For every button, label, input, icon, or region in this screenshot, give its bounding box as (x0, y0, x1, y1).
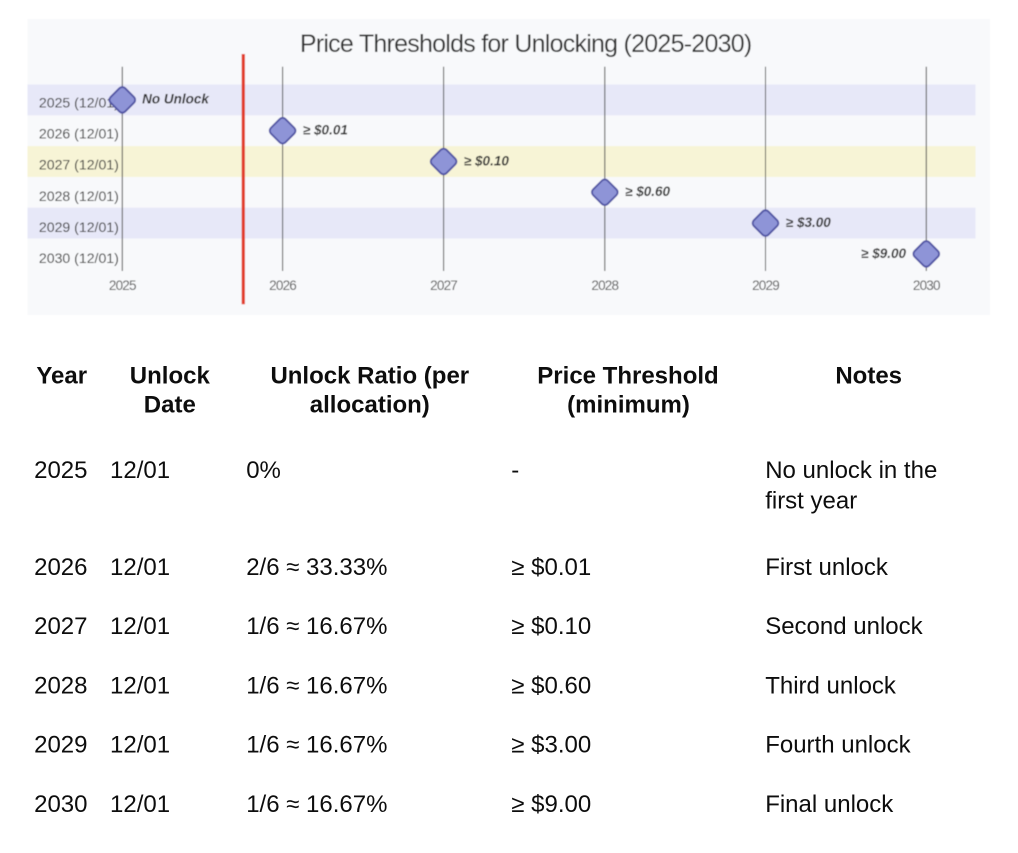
svg-text:≥ $0.10: ≥ $0.10 (464, 154, 509, 169)
svg-text:0%: 0% (246, 457, 281, 484)
svg-text:≥ $9.00: ≥ $9.00 (861, 246, 906, 261)
svg-text:2028 (12/01): 2028 (12/01) (39, 188, 119, 204)
svg-text:≥ $0.10: ≥ $0.10 (511, 613, 591, 640)
svg-text:2026: 2026 (269, 278, 296, 293)
svg-text:2027: 2027 (34, 613, 87, 640)
svg-text:12/01: 12/01 (110, 791, 170, 818)
svg-text:2026 (12/01): 2026 (12/01) (39, 126, 119, 142)
svg-text:Second unlock: Second unlock (765, 613, 923, 640)
svg-text:2027 (12/01): 2027 (12/01) (39, 157, 119, 173)
svg-text:2030 (12/01): 2030 (12/01) (39, 250, 119, 266)
svg-text:2026: 2026 (34, 554, 87, 581)
svg-text:1/6 ≈ 16.67%: 1/6 ≈ 16.67% (246, 672, 387, 699)
svg-text:12/01: 12/01 (110, 554, 170, 581)
svg-text:Notes: Notes (835, 362, 902, 389)
svg-text:≥ $9.00: ≥ $9.00 (511, 791, 591, 818)
svg-text:1/6 ≈ 16.67%: 1/6 ≈ 16.67% (246, 613, 387, 640)
svg-text:2029: 2029 (34, 732, 87, 759)
svg-text:(minimum): (minimum) (567, 392, 690, 419)
svg-text:≥ $3.00: ≥ $3.00 (786, 215, 831, 230)
svg-text:12/01: 12/01 (110, 672, 170, 699)
svg-text:2/6 ≈ 33.33%: 2/6 ≈ 33.33% (246, 554, 387, 581)
svg-text:12/01: 12/01 (110, 457, 170, 484)
svg-text:≥ $0.01: ≥ $0.01 (511, 554, 591, 581)
svg-text:≥ $0.01: ≥ $0.01 (303, 123, 348, 138)
svg-text:≥ $3.00: ≥ $3.00 (511, 732, 591, 759)
svg-text:Price Threshold: Price Threshold (537, 362, 718, 389)
svg-text:allocation): allocation) (310, 392, 430, 419)
svg-text:2029: 2029 (752, 278, 779, 293)
svg-text:2030: 2030 (34, 791, 87, 818)
svg-text:first year: first year (765, 488, 857, 515)
svg-text:Year: Year (36, 362, 87, 389)
svg-text:2025 (12/01): 2025 (12/01) (39, 94, 119, 110)
svg-text:≥ $0.60: ≥ $0.60 (511, 672, 591, 699)
svg-text:1/6 ≈ 16.67%: 1/6 ≈ 16.67% (246, 791, 387, 818)
svg-text:1/6 ≈ 16.67%: 1/6 ≈ 16.67% (246, 732, 387, 759)
svg-text:-: - (511, 457, 519, 484)
svg-text:Third unlock: Third unlock (765, 672, 897, 699)
svg-text:2029 (12/01): 2029 (12/01) (39, 219, 119, 235)
svg-text:12/01: 12/01 (110, 613, 170, 640)
svg-text:12/01: 12/01 (110, 732, 170, 759)
svg-text:2028: 2028 (34, 672, 87, 699)
svg-text:Fourth unlock: Fourth unlock (765, 732, 911, 759)
svg-text:First unlock: First unlock (765, 554, 889, 581)
svg-text:Final unlock: Final unlock (765, 791, 894, 818)
svg-text:Unlock: Unlock (130, 362, 211, 389)
svg-text:Date: Date (144, 392, 196, 419)
svg-text:2025: 2025 (34, 457, 87, 484)
svg-text:Unlock Ratio (per: Unlock Ratio (per (270, 362, 469, 389)
svg-text:≥ $0.60: ≥ $0.60 (625, 184, 670, 199)
svg-text:No Unlock: No Unlock (142, 92, 210, 107)
svg-text:2025: 2025 (109, 278, 136, 293)
svg-text:No unlock in the: No unlock in the (765, 457, 937, 484)
svg-text:2028: 2028 (591, 278, 618, 293)
svg-text:Price Thresholds for Unlocking: Price Thresholds for Unlocking (2025-203… (300, 30, 752, 58)
svg-text:2027: 2027 (430, 278, 457, 293)
svg-text:2030: 2030 (913, 278, 940, 293)
